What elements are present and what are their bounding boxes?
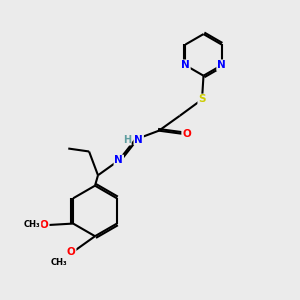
Text: N: N (181, 60, 190, 70)
Text: N: N (217, 60, 226, 70)
Text: CH₃: CH₃ (51, 258, 68, 267)
Text: N: N (134, 135, 143, 145)
Text: O: O (40, 220, 49, 230)
Text: N: N (114, 155, 123, 165)
Text: H: H (123, 135, 131, 145)
Text: O: O (182, 129, 191, 139)
Text: CH₃: CH₃ (24, 220, 41, 229)
Text: S: S (198, 94, 206, 104)
Text: O: O (67, 247, 76, 257)
